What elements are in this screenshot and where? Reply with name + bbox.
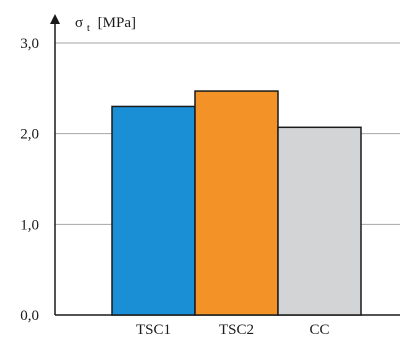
x-tick-label: CC xyxy=(309,322,329,337)
y-tick-labels: 0,0 1,0 2,0 3,0 xyxy=(20,36,39,324)
bars xyxy=(111,90,362,316)
bar-cc xyxy=(277,126,362,316)
y-axis-label-subscript: t xyxy=(87,22,90,34)
x-tick-label: TSC2 xyxy=(219,322,254,337)
y-axis-arrow-icon xyxy=(50,14,60,24)
bar-tsc1 xyxy=(111,105,196,316)
x-tick-labels: TSC1 TSC2 CC xyxy=(136,322,330,338)
y-tick-label: 0,0 xyxy=(20,308,39,324)
y-axis-label-unit: [MPa] xyxy=(98,15,136,31)
y-axis-label: σ t [MPa] xyxy=(75,15,136,35)
bar-tsc2 xyxy=(194,90,279,316)
y-tick-label: 3,0 xyxy=(20,36,39,52)
y-tick-label: 2,0 xyxy=(20,127,39,143)
y-tick-label: 1,0 xyxy=(20,217,39,233)
x-tick-label: TSC1 xyxy=(136,322,171,337)
y-axis-label-symbol: σ xyxy=(75,15,83,31)
